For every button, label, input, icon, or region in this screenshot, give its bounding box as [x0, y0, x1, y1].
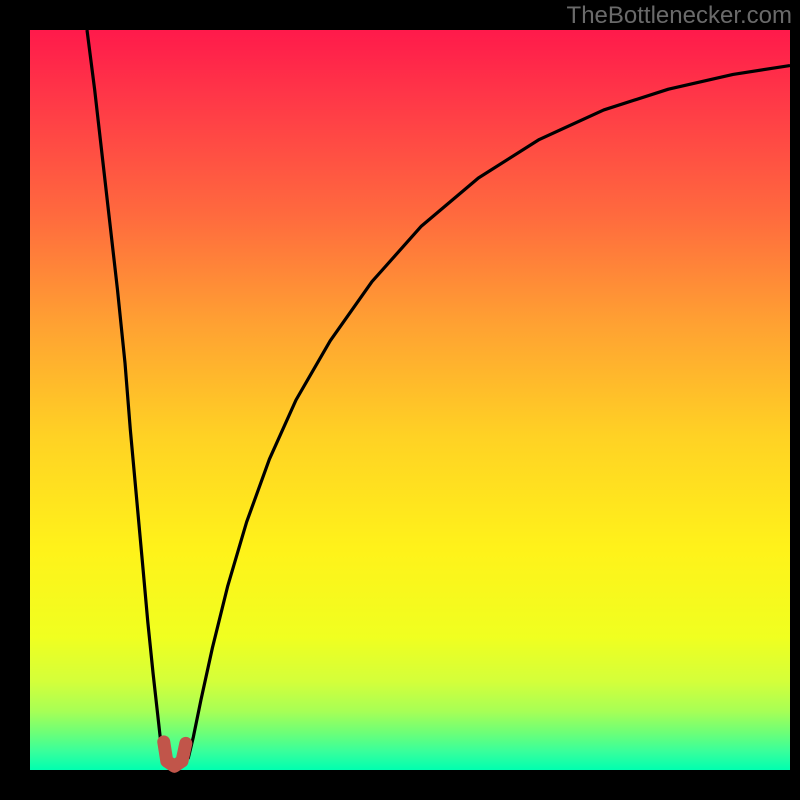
watermark-text: TheBottlenecker.com — [567, 2, 792, 30]
bottleneck-chart: TheBottlenecker.com — [0, 0, 800, 800]
gradient-background — [30, 30, 790, 770]
chart-svg — [0, 0, 800, 800]
